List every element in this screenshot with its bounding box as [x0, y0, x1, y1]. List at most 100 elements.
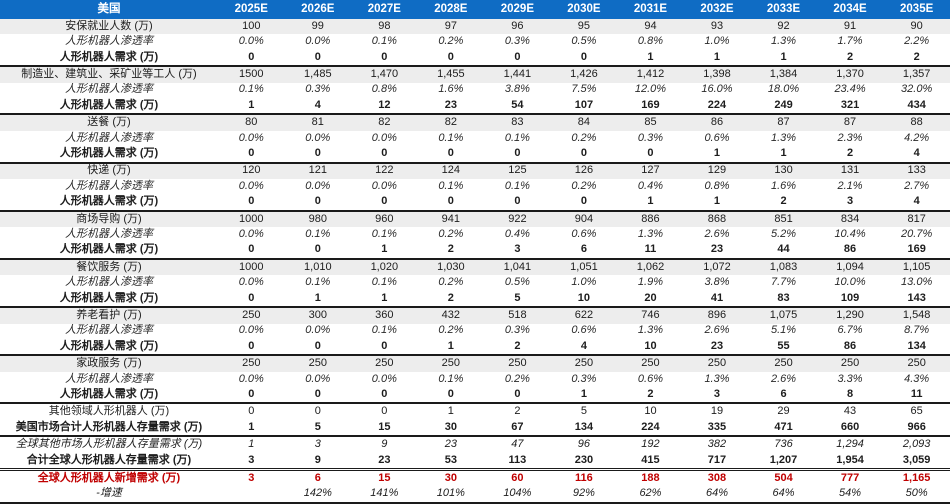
cell: 1.0%	[704, 35, 730, 48]
table-row: 人形机器人需求 (万) 0 0 0 0 0 0 0 1 1 2 4	[0, 146, 950, 162]
table-row: 人形机器人需求 (万) 0 0 0 0 0 0 1 1 1 2 2	[0, 50, 950, 66]
cell: 169	[641, 98, 660, 111]
header-row: 美国 2025E 2026E 2027E 2028E 2029E 2030E 2031E 20…	[0, 0, 950, 19]
table-row: 全球其他市场人形机器人存量需求 (万) 1 3 9 23 47 96 192 382 736 1,2…	[0, 435, 950, 453]
cell: 141%	[351, 486, 418, 504]
cell: 777	[816, 468, 884, 487]
cell: 0.1%	[305, 228, 331, 241]
table-row: 餐饮服务 (万) 1000 1,010 1,020 1,030 1,041 1,051 1,0…	[0, 257, 950, 276]
table-row: 人形机器人渗透率 0.0% 0.0% 0.1% 0.2% 0.3% 0.5% 0.8% 1.0%…	[0, 34, 950, 49]
cell: 1,105	[883, 257, 950, 276]
table-row: 安保就业人数 (万) 100 99 98 97 96 95 94 93 92 91 90	[0, 19, 950, 35]
cell: 2	[447, 243, 454, 256]
cell: 1	[248, 420, 255, 433]
cell: 188	[617, 468, 684, 487]
cell: 3	[248, 453, 255, 466]
cell: 91	[816, 19, 884, 35]
cell: 32.0%	[901, 83, 933, 96]
table-row: 人形机器人需求 (万) 0 0 0 1 2 4 10 23 55 86 134	[0, 339, 950, 355]
row-label: 人形机器人需求 (万)	[59, 243, 159, 256]
cell: 0.3%	[504, 324, 530, 337]
cell: 518	[484, 306, 551, 324]
cell: 2.3%	[837, 131, 863, 144]
cell: 660	[840, 420, 860, 433]
cell: 107	[574, 98, 594, 111]
cell: 20	[644, 291, 657, 304]
table-row: 其他领域人形机器人 (万) 0 0 0 1 2 5 10 19 29 43 65	[0, 402, 950, 420]
cell: 0	[314, 147, 321, 160]
cell: 1	[713, 50, 721, 63]
table-row: 人形机器人渗透率 0.0% 0.0% 0.0% 0.1% 0.1% 0.2% 0.4% 0.8%…	[0, 179, 950, 194]
cell: 1,072	[683, 257, 751, 276]
cell: 1,426	[550, 65, 618, 83]
cell: 0.3%	[504, 35, 530, 48]
cell: 1.9%	[637, 276, 663, 289]
cell: 15	[378, 420, 391, 433]
cell: 0	[248, 195, 255, 208]
cell: 1.3%	[637, 324, 663, 337]
cell: 3	[713, 387, 721, 400]
cell: 1.3%	[704, 372, 730, 385]
cell: 0	[381, 147, 388, 160]
cell: 2.6%	[704, 324, 730, 337]
table-row: 人形机器人需求 (万) 0 0 0 0 0 0 1 1 2 3 4	[0, 194, 950, 210]
cell: 308	[683, 468, 751, 487]
corner-header: 美国	[0, 0, 218, 19]
cell: 9	[351, 435, 418, 453]
cell: 4.2%	[904, 131, 930, 144]
row-label: 人形机器人渗透率	[65, 35, 153, 48]
cell: 88	[883, 113, 950, 131]
cell: 1	[647, 195, 654, 208]
cell: 44	[777, 243, 790, 256]
cell: 10.4%	[834, 228, 866, 241]
cell: 0	[351, 402, 418, 420]
cell: 5.1%	[770, 324, 797, 337]
cell: 10	[644, 339, 657, 352]
cell: 7.5%	[571, 83, 597, 96]
cell: 0.4%	[637, 179, 663, 192]
cell: 7.7%	[770, 276, 797, 289]
cell: 1	[314, 291, 321, 304]
cell: 113	[508, 453, 527, 466]
cell: 966	[907, 420, 926, 433]
cell: 134	[574, 420, 594, 433]
cell: 50%	[883, 486, 950, 504]
cell: 92	[750, 19, 817, 35]
cell: 98	[351, 19, 418, 35]
cell: 3.3%	[837, 372, 863, 385]
cell: 0	[248, 243, 255, 256]
cell: 2.7%	[904, 179, 930, 192]
cell: 0.2%	[571, 131, 597, 144]
cell: 143	[907, 291, 926, 304]
row-label: 人形机器人渗透率	[65, 324, 153, 337]
cell: 1	[780, 50, 787, 63]
cell: 1.6%	[438, 83, 464, 96]
cell: 0.0%	[305, 35, 331, 48]
cell: 0	[447, 50, 454, 63]
cell: 0.1%	[504, 179, 530, 192]
row-label: 人形机器人需求 (万)	[59, 195, 159, 208]
cell: 0.1%	[438, 179, 464, 192]
cell: 0.0%	[238, 131, 264, 144]
cell: 1	[248, 98, 255, 111]
cell: 11	[644, 243, 657, 256]
cell: 0.1%	[371, 35, 397, 48]
cell: 622	[550, 306, 618, 324]
cell: 0	[580, 195, 587, 208]
cell: 6.7%	[837, 324, 863, 337]
table-row: 人形机器人需求 (万) 0 1 1 2 5 10 20 41 83 109 143	[0, 291, 950, 307]
row-label: 人形机器人渗透率	[65, 131, 153, 144]
cell: 12.0%	[634, 83, 667, 96]
cell: 250	[218, 306, 285, 324]
row-label: 送餐 (万)	[0, 113, 218, 131]
cell: 886	[617, 209, 684, 228]
cell: 93	[683, 19, 751, 35]
cell: 224	[641, 420, 660, 433]
cell: 0.6%	[571, 324, 597, 337]
cell: 122	[351, 161, 418, 179]
cell: 250	[750, 354, 817, 372]
cell: 0.1%	[438, 131, 464, 144]
cell: 980	[284, 209, 352, 228]
cell: 0.1%	[438, 372, 464, 385]
cell: 2	[447, 291, 454, 304]
